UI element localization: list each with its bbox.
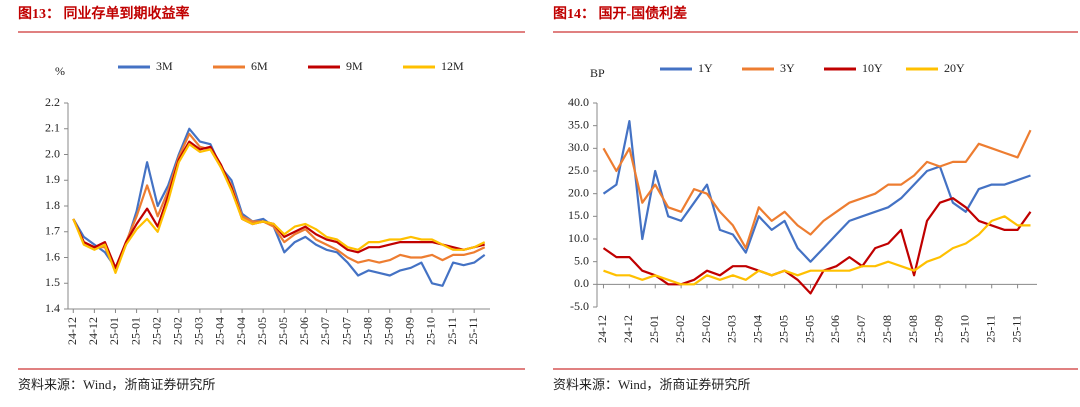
x-tick-label: 24-12: [595, 315, 609, 343]
series-line: [72, 127, 486, 287]
y-tick-label: 1.6: [45, 249, 60, 263]
chart-title: 图14： 国开-国债利差: [553, 5, 687, 22]
y-axis-label: BP: [590, 66, 605, 80]
x-tick-label: 25-05: [276, 317, 290, 345]
x-tick-label: 25-01: [647, 315, 661, 343]
y-tick-label: 40.0: [568, 95, 589, 109]
x-tick-label: 24-12: [65, 317, 79, 345]
y-tick-label: -5.0: [570, 299, 589, 313]
x-tick-label: 25-02: [699, 315, 713, 343]
y-tick-label: 1.9: [45, 172, 60, 186]
x-tick-label: 24-12: [621, 315, 635, 343]
x-tick-label: 25-04: [234, 317, 248, 345]
series-line: [602, 120, 1031, 263]
series-line: [72, 140, 485, 269]
x-tick-label: 25-08: [360, 317, 374, 345]
x-tick-label: 25-05: [776, 315, 790, 343]
series-line: [72, 143, 486, 274]
x-tick-label: 25-11: [466, 317, 480, 345]
x-tick-label: 25-04: [751, 315, 765, 343]
legend-label: 20Y: [944, 61, 965, 75]
x-tick-label: 25-09: [403, 317, 417, 345]
series-line: [602, 197, 1032, 295]
x-tick-label: 25-02: [149, 317, 163, 345]
source: 资料来源：Wind，浙商证券研究所: [18, 377, 215, 392]
y-axis-label: %: [55, 64, 65, 78]
legend-label: 6M: [251, 59, 268, 73]
y-tick-label: 5.0: [574, 253, 589, 267]
legend-label: 3Y: [780, 61, 795, 75]
legend-label: 10Y: [862, 61, 883, 75]
y-tick-label: 25.0: [568, 163, 589, 177]
x-tick-label: 25-06: [297, 317, 311, 345]
x-tick-label: 25-07: [339, 317, 353, 345]
x-tick-label: 25-01: [128, 317, 142, 345]
legend-label: 12M: [441, 59, 464, 73]
y-tick-label: 1.5: [45, 275, 60, 289]
x-tick-label: 25-08: [906, 315, 920, 343]
x-tick-label: 25-05: [802, 315, 816, 343]
y-tick-label: 1.8: [45, 198, 60, 212]
x-tick-label: 25-02: [171, 317, 185, 345]
y-tick-label: 2.2: [45, 95, 60, 109]
y-tick-label: 1.4: [45, 301, 60, 315]
x-tick-label: 25-01: [107, 317, 121, 345]
x-tick-label: 24-12: [86, 317, 100, 345]
y-tick-label: 10.0: [568, 231, 589, 245]
series-line: [602, 129, 1032, 250]
x-tick-label: 25-03: [725, 315, 739, 343]
y-tick-label: 35.0: [568, 117, 589, 131]
x-tick-label: 25-02: [673, 315, 687, 343]
x-tick-label: 25-04: [213, 317, 227, 345]
x-tick-label: 25-07: [854, 315, 868, 343]
legend-label: 1Y: [698, 61, 713, 75]
x-tick-label: 25-11: [445, 317, 459, 345]
x-tick-label: 25-08: [880, 315, 894, 343]
legend-label: 3M: [156, 59, 173, 73]
x-tick-label: 25-05: [255, 317, 269, 345]
x-tick-label: 25-03: [192, 317, 206, 345]
y-tick-label: 15.0: [568, 208, 589, 222]
chart-title: 图13： 同业存单到期收益率: [18, 5, 190, 22]
y-tick-label: 20.0: [568, 185, 589, 199]
y-tick-label: 30.0: [568, 140, 589, 154]
y-tick-label: 2.1: [45, 121, 60, 135]
y-tick-label: 2.0: [45, 146, 60, 160]
series-line: [603, 215, 1031, 286]
x-tick-label: 25-11: [1009, 315, 1023, 343]
x-tick-label: 25-10: [958, 315, 972, 343]
x-tick-label: 25-07: [318, 317, 332, 345]
source: 资料来源：Wind，浙商证券研究所: [553, 377, 750, 392]
y-tick-label: 0.0: [574, 276, 589, 290]
series-line: [72, 132, 486, 272]
y-tick-label: 1.7: [45, 224, 60, 238]
x-tick-label: 25-09: [382, 317, 396, 345]
x-tick-label: 25-06: [828, 315, 842, 343]
x-tick-label: 25-10: [424, 317, 438, 345]
x-tick-label: 25-09: [932, 315, 946, 343]
legend-label: 9M: [346, 59, 363, 73]
x-tick-label: 25-11: [983, 315, 997, 343]
